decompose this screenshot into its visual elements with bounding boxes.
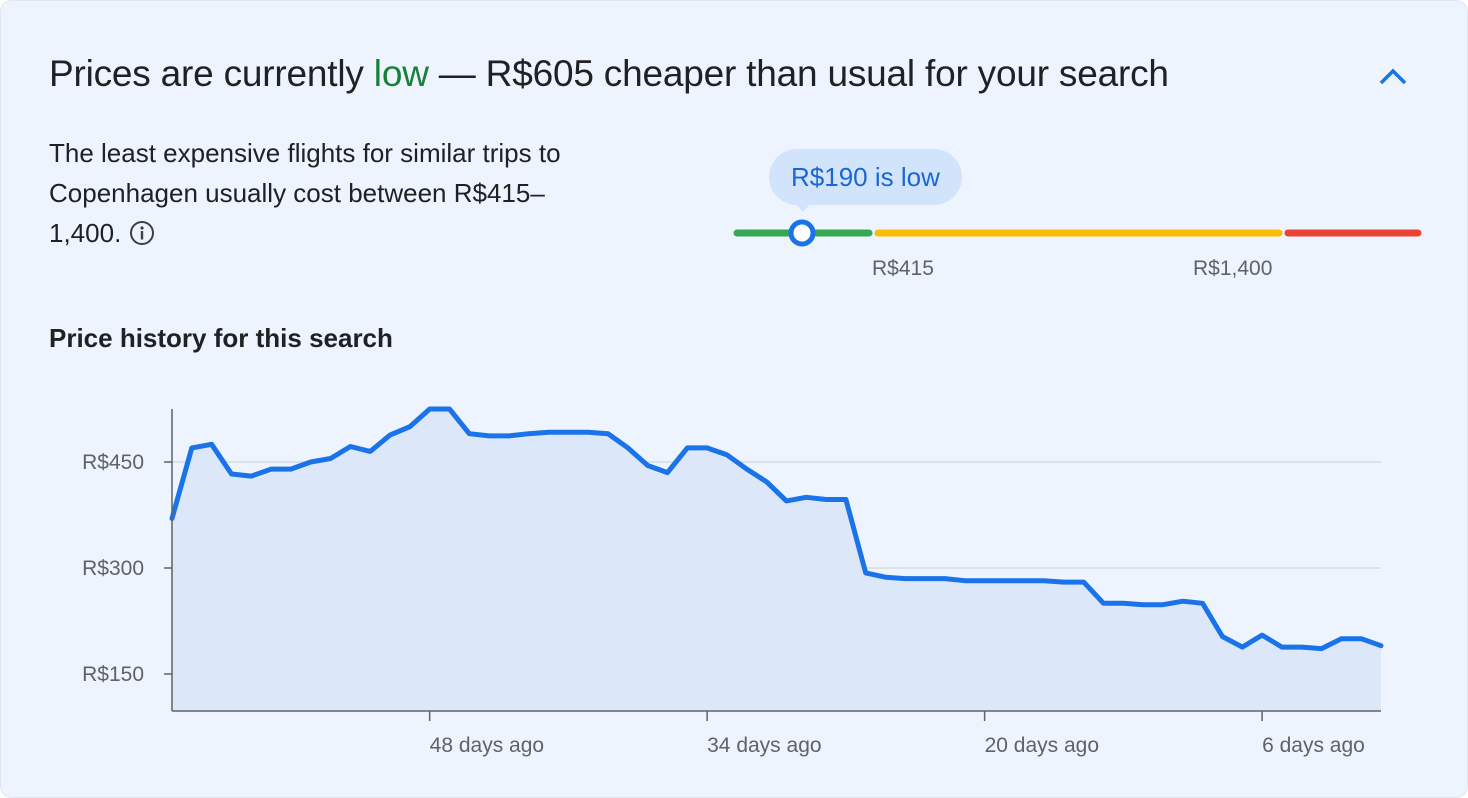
y-tick-label: R$450 — [82, 451, 144, 474]
price-headline: Prices are currently low — R$605 cheaper… — [49, 51, 1169, 97]
price-description: The least expensive flights for similar … — [49, 133, 569, 257]
current-price-bubble: R$190 is low — [769, 149, 962, 205]
price-area-fill — [172, 409, 1381, 711]
x-tick-label: 48 days ago — [430, 734, 544, 757]
info-icon[interactable] — [129, 217, 155, 257]
headline-suffix: — R$605 cheaper than usual for your sear… — [428, 53, 1169, 94]
x-tick-label: 34 days ago — [707, 734, 821, 757]
y-tick-label: R$150 — [82, 663, 144, 686]
current-price-marker — [788, 219, 816, 247]
price-history-chart: R$150 R$300 R$450 48 days ago 34 days ago 20 … — [82, 406, 1384, 757]
headline-prefix: Prices are currently — [49, 53, 374, 94]
range-high-label: R$1,400 — [1193, 257, 1273, 280]
x-tick-label: 6 days ago — [1262, 734, 1365, 757]
bubble-tail — [795, 203, 811, 212]
price-history-title: Price history for this search — [49, 323, 393, 353]
y-tick-label: R$300 — [82, 557, 144, 580]
price-line — [169, 406, 1384, 652]
collapse-button[interactable] — [1373, 57, 1413, 97]
chevron-up-icon — [1379, 68, 1407, 85]
price-status-label: low — [373, 53, 429, 94]
price-range-indicator: R$190 is low R$415 R$1,400 — [721, 141, 1441, 291]
price-range-bar — [733, 219, 1422, 247]
x-tick-label: 20 days ago — [985, 734, 1099, 757]
range-low-label: R$415 — [872, 257, 934, 280]
description-text: The least expensive flights for similar … — [49, 138, 561, 248]
